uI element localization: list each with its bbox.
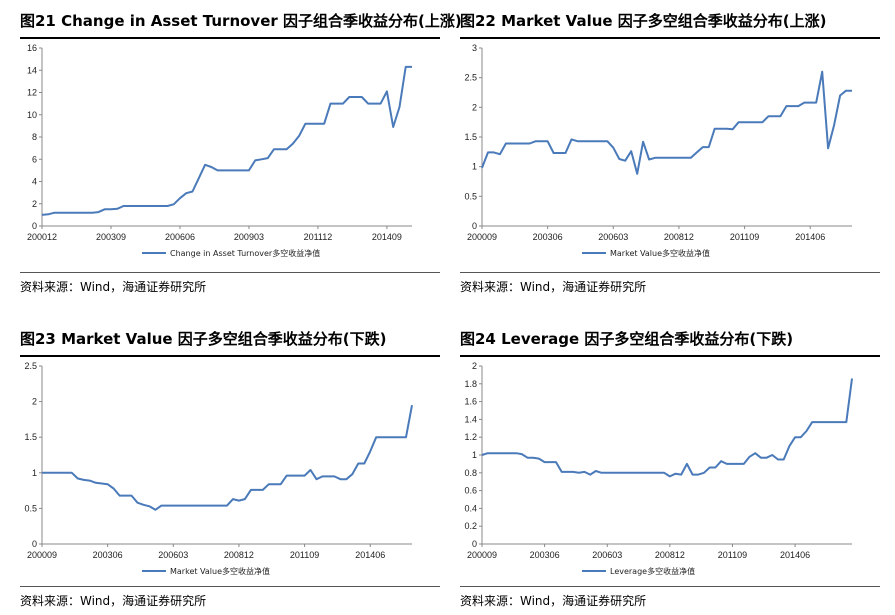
title-rule [20,355,440,357]
y-tick-label: 1.5 [24,432,37,442]
y-tick-label: 3 [472,43,477,53]
y-tick-label: 1.2 [464,432,477,442]
chart-panel-24: 图24 Leverage 因子多空组合季收益分布(下跌) 0 0.2 0.4 0.6 0… [460,326,880,615]
legend-label: Change in Asset Turnover多空收益净值 [170,248,320,258]
y-tick-label: 6 [32,154,37,164]
y-tick-label: 10 [27,110,37,120]
chart-panel-21: 图21 Change in Asset Turnover 因子组合季收益分布(上… [20,8,462,308]
footer-rule [460,586,880,587]
y-tick-label: 2.5 [464,73,477,83]
x-tick-label: 201406 [780,550,810,560]
x-tick-label: 201406 [795,232,825,242]
x-tick-label: 201409 [372,232,402,242]
legend-label: Market Value多空收益净值 [170,566,270,576]
y-tick-label: 0.4 [464,503,477,513]
footer-rule [20,272,440,273]
title-rule [20,37,440,39]
y-tick-label: 0 [32,539,37,549]
y-tick-label: 2 [32,397,37,407]
y-tick-label: 14 [27,65,37,75]
x-tick-label: 200309 [96,232,126,242]
source-note: 资料来源：Wind，海通证券研究所 [20,280,207,294]
y-tick-label: 1 [472,162,477,172]
line-chart-23: 0 0.5 1 1.5 2 2.5 200009 200306 200603 200812 2011… [24,361,413,576]
x-tick-label: 201109 [718,550,747,560]
x-tick-label: 200903 [234,232,264,242]
x-tick-label: 201109 [290,550,319,560]
chart-panel-23: 图23 Market Value 因子多空组合季收益分布(下跌) 0 0.5 1 1.… [20,326,440,615]
x-tick-label: 200603 [598,232,628,242]
x-tick-label: 201109 [730,232,759,242]
chart-panel-22: 图22 Market Value 因子多空组合季收益分布(上涨) 0 0.5 1 1.… [460,8,880,308]
line-chart-21: 0 2 4 6 8 10 12 14 16 200012 200309 200606 200903 201… [27,43,412,258]
source-note: 资料来源：Wind，海通证券研究所 [460,280,647,294]
title-rule [460,355,880,357]
x-tick-label: 200812 [655,550,685,560]
legend-label: Leverage多空收益净值 [610,566,695,576]
y-tick-label: 2.5 [24,361,37,371]
x-tick-label: 200812 [664,232,694,242]
x-tick-label: 200812 [224,550,254,560]
y-tick-label: 2 [472,361,477,371]
x-tick-label: 200606 [165,232,195,242]
footer-rule [20,586,440,587]
x-tick-label: 200012 [27,232,57,242]
y-tick-label: 1.5 [464,132,477,142]
series-line [481,70,852,175]
chart-title: 图22 Market Value 因子多空组合季收益分布(上涨) [460,12,827,30]
legend-label: Market Value多空收益净值 [610,248,710,258]
y-tick-label: 0 [472,221,477,231]
y-tick-label: 1 [32,468,37,478]
x-tick-label: 200009 [27,550,57,560]
x-tick-label: 200603 [158,550,188,560]
x-tick-label: 201112 [304,232,333,242]
x-tick-label: 200009 [467,550,497,560]
x-tick-label: 200306 [93,550,123,560]
x-tick-label: 200603 [592,550,622,560]
y-tick-label: 4 [32,177,37,187]
chart-title: 图24 Leverage 因子多空组合季收益分布(下跌) [460,330,794,348]
chart-title: 图23 Market Value 因子多空组合季收益分布(下跌) [20,330,387,348]
y-tick-label: 2 [32,199,37,209]
source-note: 资料来源：Wind，海通证券研究所 [460,594,647,608]
y-tick-label: 1.4 [464,414,477,424]
y-tick-label: 16 [27,43,37,53]
x-tick-label: 200306 [533,232,563,242]
title-rule [460,37,880,39]
y-tick-label: 0.6 [464,486,477,496]
y-tick-label: 0.5 [24,503,37,513]
y-tick-label: 0 [32,221,37,231]
series-line [42,405,413,511]
line-chart-22: 0 0.5 1 1.5 2 2.5 3 200009 200306 200603 200812 201… [464,43,852,258]
chart-title: 图21 Change in Asset Turnover 因子组合季收益分布(上… [20,12,462,30]
y-tick-label: 0.8 [464,468,477,478]
x-tick-label: 201406 [355,550,385,560]
y-tick-label: 1.8 [464,379,477,389]
x-tick-label: 200306 [530,550,560,560]
y-tick-label: 12 [27,88,37,98]
y-tick-label: 1 [472,450,477,460]
line-chart-24: 0 0.2 0.4 0.6 0.8 1 1.2 1.4 1.6 1.8 2 200009 200306 2… [464,361,853,576]
series-line [481,378,853,478]
footer-rule [460,272,880,273]
source-note: 资料来源：Wind，海通证券研究所 [20,594,207,608]
y-tick-label: 0.2 [464,521,477,531]
x-tick-label: 200009 [467,232,497,242]
y-tick-label: 8 [32,132,37,142]
y-tick-label: 1.6 [464,397,477,407]
series-line [41,65,412,216]
y-tick-label: 2 [472,102,477,112]
y-tick-label: 0.5 [464,191,477,201]
y-tick-label: 0 [472,539,477,549]
